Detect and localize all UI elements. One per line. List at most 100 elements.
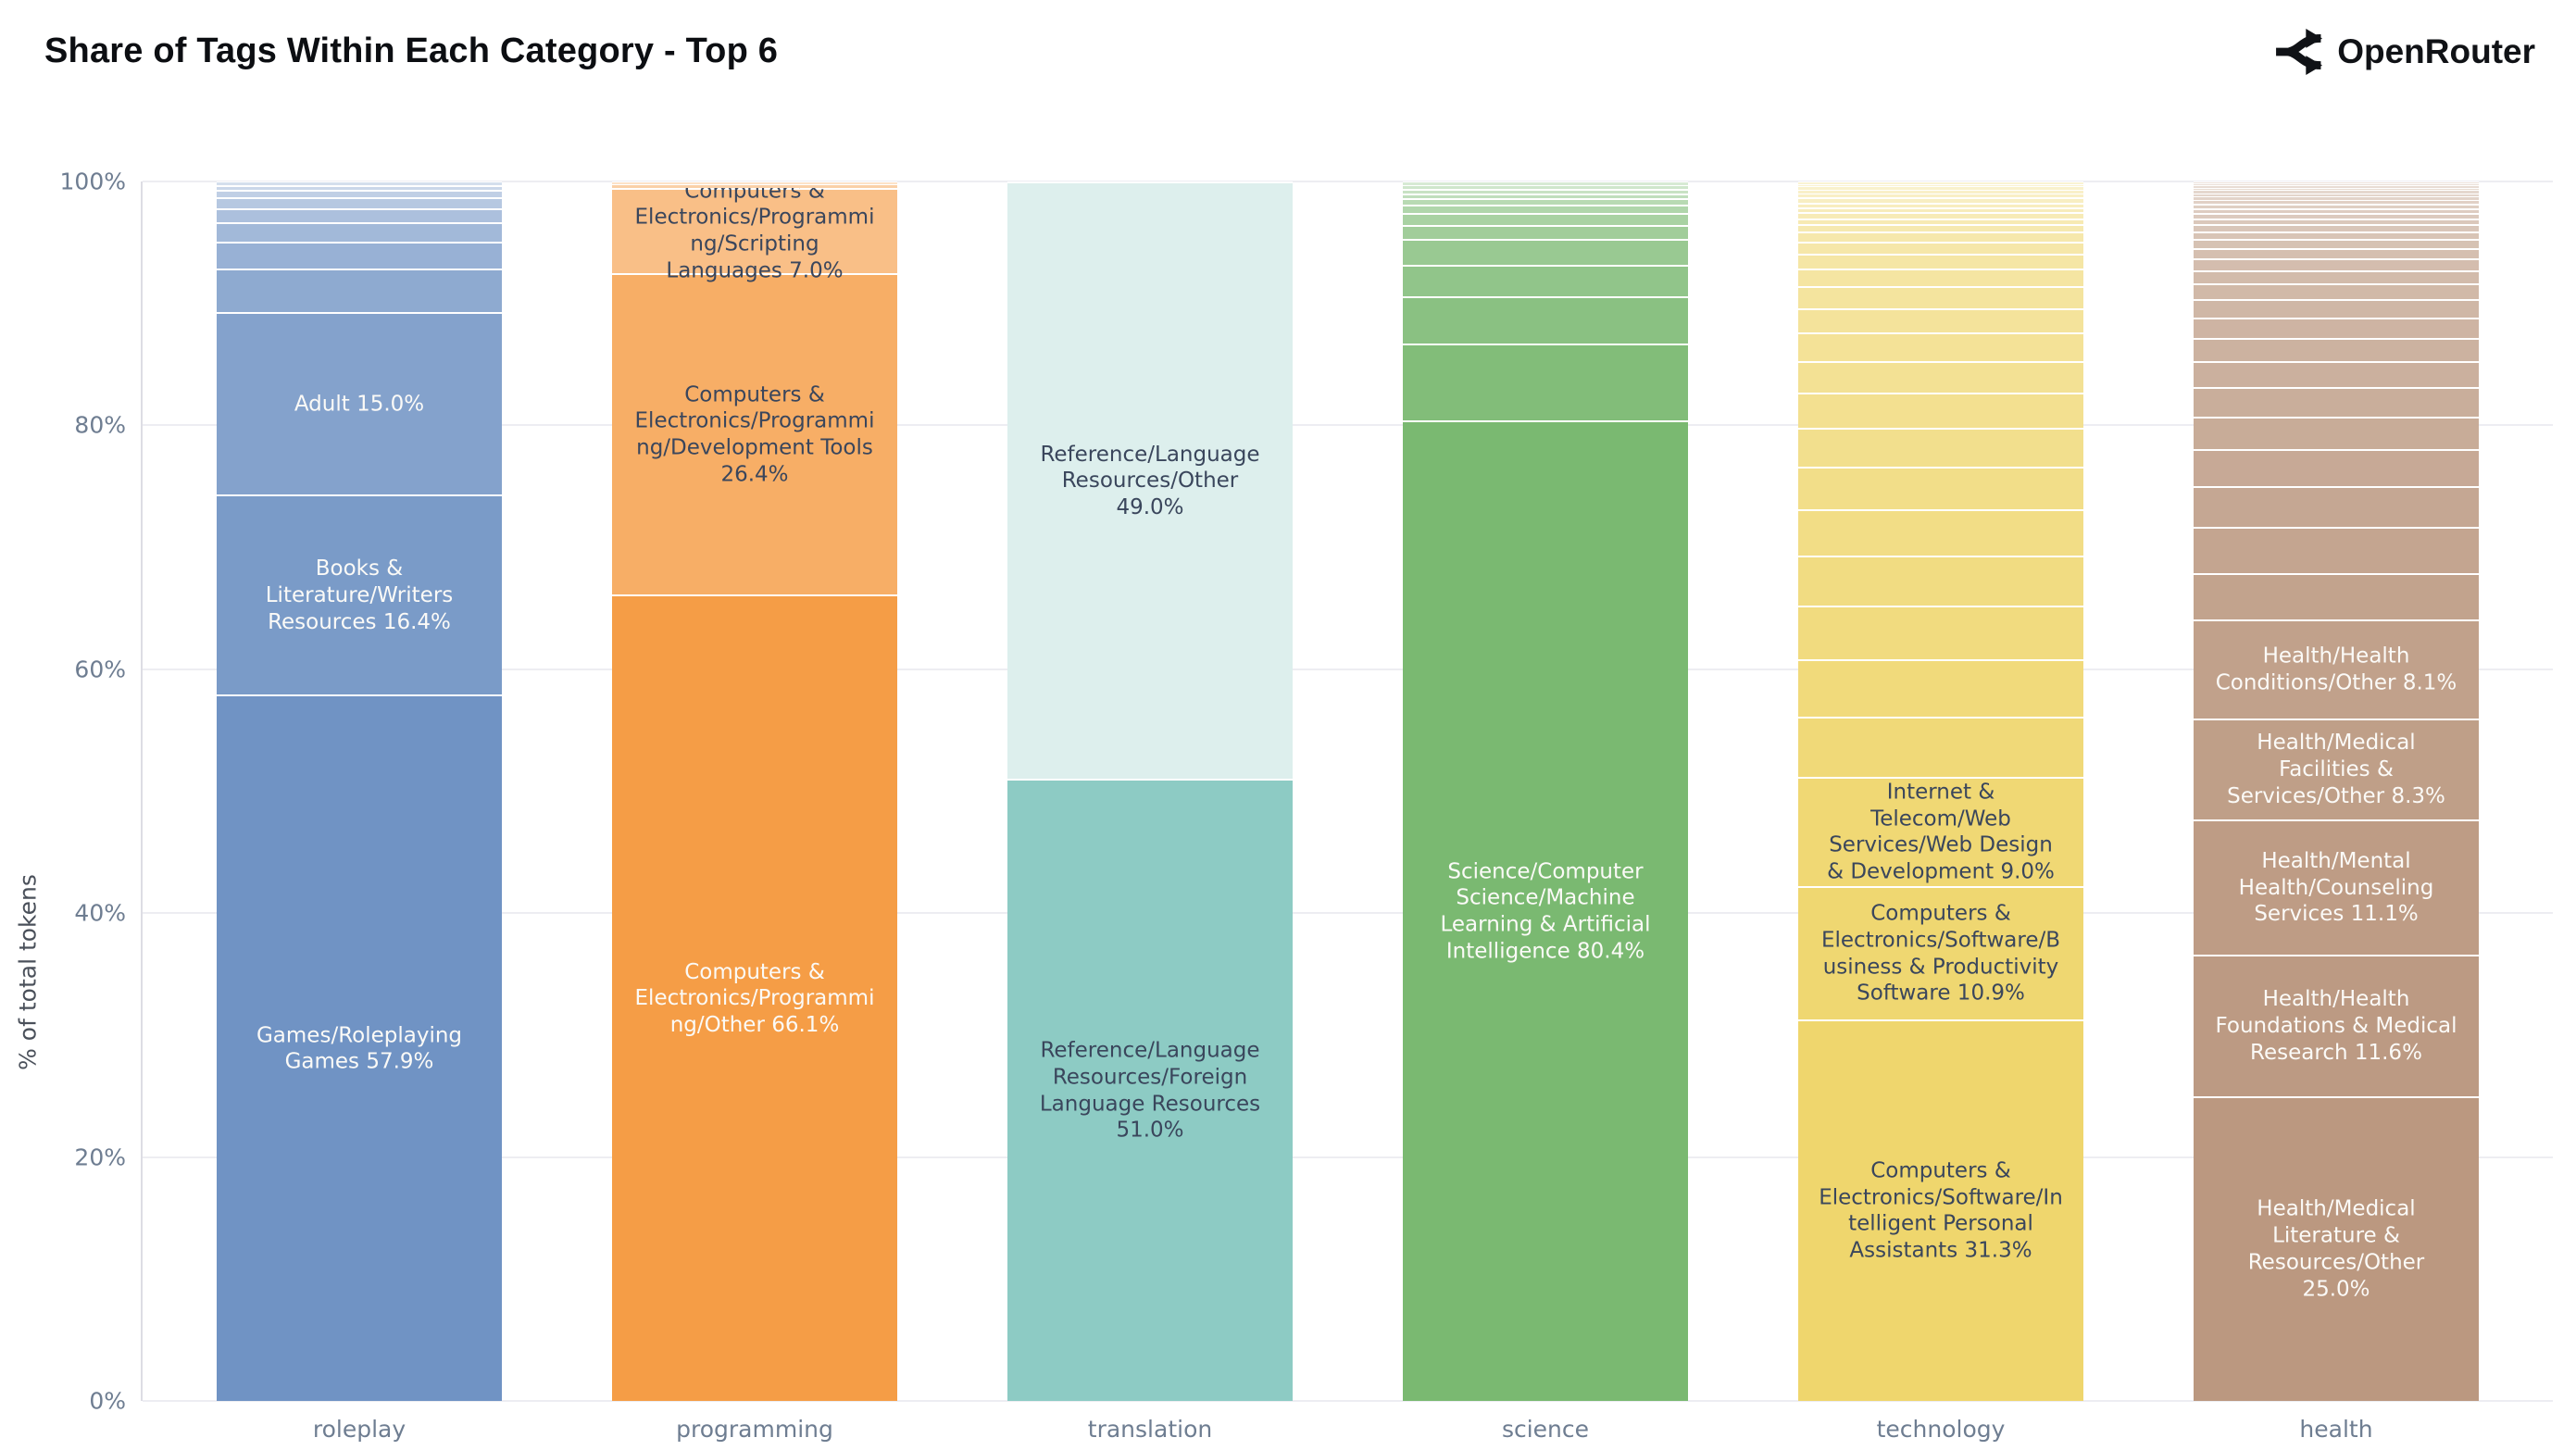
segment-minor bbox=[217, 208, 502, 222]
page-title: Share of Tags Within Each Category - Top… bbox=[44, 31, 779, 70]
segment-minor bbox=[1798, 268, 2083, 287]
segment-minor bbox=[1798, 428, 2083, 468]
segment-label: Adult 15.0% bbox=[294, 392, 425, 417]
segment-minor bbox=[1798, 218, 2083, 225]
segment-minor bbox=[2194, 183, 2479, 186]
segment: Health/Health Foundations & Medical Rese… bbox=[2194, 954, 2479, 1096]
segment-minor bbox=[1798, 308, 2083, 333]
segment-minor bbox=[1798, 253, 2083, 269]
segment-minor bbox=[1798, 206, 2083, 213]
segment-minor bbox=[1798, 212, 2083, 219]
segment-minor bbox=[1403, 264, 1688, 296]
x-category-label: science bbox=[1501, 1416, 1590, 1443]
segment-minor bbox=[2194, 283, 2479, 300]
segment-minor bbox=[2194, 416, 2479, 450]
segment-minor bbox=[2194, 572, 2479, 619]
segment: Computers & Electronics/Software/Intelli… bbox=[1798, 1019, 2083, 1401]
bar-programming: Computers & Electronics/Programming/Othe… bbox=[612, 179, 897, 1443]
segment-minor bbox=[217, 190, 502, 198]
segment-minor bbox=[2194, 203, 2479, 208]
segment: Books & Literature/Writers Resources 16.… bbox=[217, 494, 502, 695]
segment-minor bbox=[2194, 193, 2479, 197]
segment: Health/Health Conditions/Other 8.1% bbox=[2194, 619, 2479, 719]
segment-label: Reference/Language Resources/Other 49.0% bbox=[1040, 442, 1260, 520]
gridline bbox=[143, 181, 2553, 182]
segment-minor bbox=[1403, 188, 1688, 194]
segment-minor bbox=[1403, 194, 1688, 199]
segment-minor bbox=[1798, 224, 2083, 232]
segment: Adult 15.0% bbox=[217, 311, 502, 495]
segment-minor bbox=[1798, 186, 2083, 191]
segment: Games/Roleplaying Games 57.9% bbox=[217, 694, 502, 1401]
segment-label: Books & Literature/Writers Resources 16.… bbox=[265, 556, 454, 634]
x-category-label: roleplay bbox=[312, 1416, 406, 1443]
bar-technology: Computers & Electronics/Software/Intelli… bbox=[1798, 181, 2083, 1443]
segment-label: Computers & Electronics/Software/Intelli… bbox=[1819, 1158, 2063, 1263]
y-tick-label: 80% bbox=[74, 411, 126, 439]
openrouter-logo-icon bbox=[2276, 29, 2323, 75]
segment-minor bbox=[2194, 231, 2479, 240]
segment-minor bbox=[1798, 202, 2083, 207]
bar-translation: Reference/Language Resources/Foreign Lan… bbox=[1007, 181, 1293, 1443]
segment-minor bbox=[2194, 387, 2479, 417]
segment-label: Internet & Telecom/Web Services/Web Desi… bbox=[1827, 780, 2055, 884]
segment-label: Computers & Electronics/Programming/Othe… bbox=[634, 959, 875, 1038]
segment: Health/Medical Literature & Resources/Ot… bbox=[2194, 1095, 2479, 1401]
x-category-label: health bbox=[2299, 1416, 2373, 1443]
segment-minor bbox=[2194, 317, 2479, 339]
segment-label: Computers & Electronics/Programming/Scri… bbox=[634, 179, 875, 283]
stacked-bar-chart: Games/Roleplaying Games 57.9% Books & Lit… bbox=[143, 179, 2553, 1443]
segment-label: Health/Medical Facilities & Services/Oth… bbox=[2227, 731, 2445, 808]
segment-minor bbox=[2194, 299, 2479, 318]
segment-minor bbox=[2194, 181, 2479, 184]
segment-minor bbox=[1798, 181, 2083, 184]
segment-minor bbox=[1798, 231, 2083, 242]
segment-minor bbox=[217, 181, 502, 186]
bar-health: Health/Medical Literature & Resources/Ot… bbox=[2194, 181, 2479, 1443]
segment-minor bbox=[1798, 717, 2083, 777]
segment: Health/Medical Facilities & Services/Oth… bbox=[2194, 718, 2479, 819]
segment-minor bbox=[217, 197, 502, 209]
segment-minor bbox=[1403, 205, 1688, 214]
segment-minor bbox=[2194, 187, 2479, 191]
segment-minor bbox=[1403, 295, 1688, 344]
segment: Reference/Language Resources/Foreign Lan… bbox=[1007, 779, 1293, 1401]
segment-minor bbox=[1798, 392, 2083, 429]
segment-minor bbox=[217, 185, 502, 191]
segment-minor bbox=[1798, 190, 2083, 194]
gridline bbox=[143, 668, 2553, 670]
segment-label: Health/Mental Health/Counseling Services… bbox=[2238, 848, 2434, 927]
segment-minor bbox=[1798, 606, 2083, 660]
segment-minor bbox=[2194, 449, 2479, 486]
segment-minor bbox=[1403, 238, 1688, 265]
segment-minor bbox=[1798, 241, 2083, 254]
segment-minor bbox=[1798, 183, 2083, 187]
segment-minor bbox=[217, 241, 502, 269]
segment-minor bbox=[2194, 485, 2479, 528]
segment-minor bbox=[2194, 224, 2479, 231]
segment: Computers & Electronics/Software/Busines… bbox=[1798, 886, 2083, 1019]
gridline bbox=[143, 424, 2553, 427]
segment-minor bbox=[1403, 185, 1688, 189]
segment-minor bbox=[1798, 194, 2083, 198]
segment-minor bbox=[1798, 332, 2083, 361]
segment-minor bbox=[1403, 213, 1688, 226]
plot-area: Games/Roleplaying Games 57.9% Books & Lit… bbox=[141, 179, 2553, 1443]
segment-minor bbox=[1798, 556, 2083, 606]
y-tick-label: 0% bbox=[89, 1387, 126, 1415]
segment-minor bbox=[2194, 338, 2479, 362]
segment-minor bbox=[2194, 212, 2479, 219]
segment-minor bbox=[2194, 218, 2479, 225]
x-category-label: technology bbox=[1876, 1416, 2006, 1443]
segment-minor bbox=[2194, 199, 2479, 204]
segment-minor bbox=[612, 181, 897, 184]
segment-minor bbox=[1798, 360, 2083, 393]
segment: Science/Computer Science/Machine Learnin… bbox=[1403, 420, 1688, 1401]
segment-minor bbox=[2194, 258, 2479, 270]
segment-minor bbox=[217, 221, 502, 242]
x-category-label: translation bbox=[1087, 1416, 1213, 1443]
gridline bbox=[143, 912, 2553, 915]
segment-minor bbox=[217, 268, 502, 312]
segment-minor bbox=[1798, 467, 2083, 510]
segment-label: Health/Health Foundations & Medical Rese… bbox=[2215, 987, 2457, 1065]
